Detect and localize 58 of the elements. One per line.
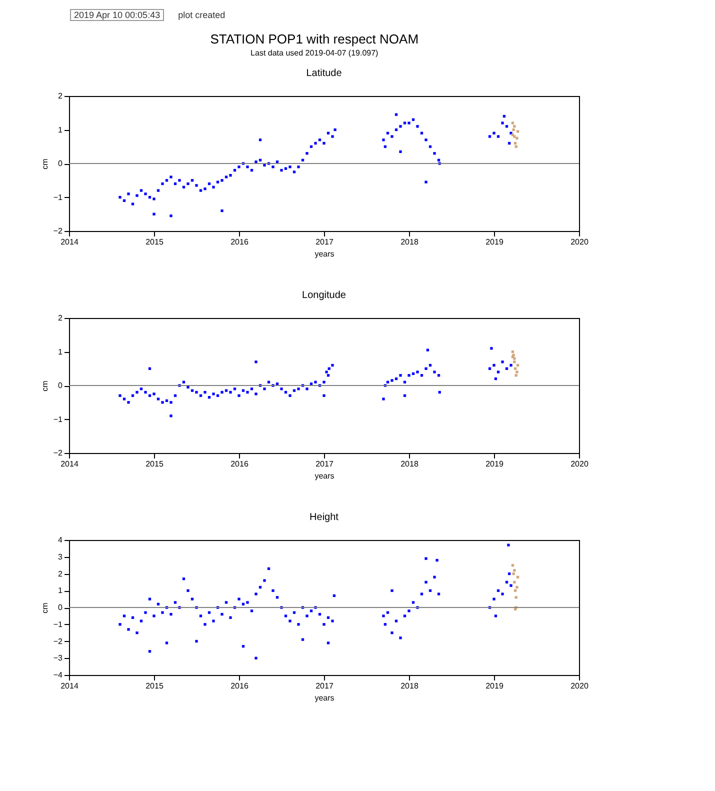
y-tick-label: −3 [53,654,64,663]
x-tick-label: 2016 [230,460,249,468]
point [516,370,518,374]
y-tick-label: 0 [58,159,64,168]
x-axis-title: years [314,250,334,258]
y-tick-label: −2 [53,226,64,236]
chart-title: Latitude [306,68,342,79]
point [512,128,515,132]
y-tick-label: 2 [58,314,64,322]
y-tick-label: −4 [53,670,64,680]
x-axis-title: years [314,694,334,702]
x-axis-title: years [314,472,334,480]
x-tick-label: 2017 [316,238,334,246]
text: STATION POP1 with respect NOAM [210,32,419,46]
x-tick-label: 2015 [146,682,164,690]
point [516,136,518,140]
x-tick-label: 2016 [230,238,249,246]
y-tick-label: −2 [53,636,64,646]
x-tick-label: 2018 [400,238,419,246]
y-tick-label: −1 [53,414,64,424]
text: 2019 Apr 10 00:05:43 [70,9,164,21]
x-tick-label: 2019 [486,682,504,690]
y-tick-label: 0 [58,603,64,612]
point [516,130,520,133]
x-tick-label: 2019 [486,460,504,468]
chart-title: Height [310,512,339,523]
y-tick-label: 1 [58,586,64,596]
x-tick-label: 2017 [316,682,334,690]
y-tick-label: 2 [58,569,64,578]
x-tick-label: 2015 [146,460,164,468]
y-tick-label: −1 [53,620,64,629]
text: Last data used 2019-04-07 (19.097) [250,48,379,58]
x-tick-label: 2016 [230,682,249,690]
y-tick-label: 2 [58,92,64,100]
x-tick-label: 2018 [400,460,419,468]
x-tick-label: 2018 [400,682,419,690]
y-tick-label: 1 [58,125,64,134]
x-tick-label: 2020 [570,682,589,690]
y-tick-label: −1 [53,192,64,202]
x-tick-label: 2014 [60,460,79,468]
x-tick-label: 2014 [60,682,79,690]
x-tick-label: 2014 [60,238,79,246]
y-axis-title: cm [40,380,50,392]
x-tick-label: 2020 [570,460,589,468]
point [511,122,514,124]
y-axis-title: cm [40,158,50,170]
y-tick-label: 1 [58,347,64,356]
chart-title: Longitude [302,290,346,301]
x-tick-label: 2019 [486,238,504,246]
y-tick-label: 3 [58,552,64,562]
x-tick-label: 2017 [316,460,334,468]
y-tick-label: 0 [58,381,64,390]
x-tick-label: 2020 [570,238,589,246]
text: plot created [178,10,226,20]
y-tick-label: 4 [58,536,64,544]
x-tick-label: 2015 [146,238,164,246]
y-tick-label: −2 [53,448,64,458]
y-axis-title: cm [40,602,50,614]
